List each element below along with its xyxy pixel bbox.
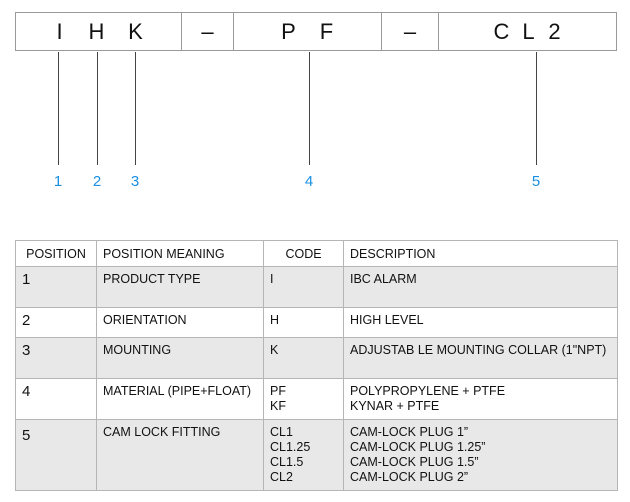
code-segment-ihk: I H K [16, 13, 182, 50]
code-letter-l: L [522, 18, 535, 44]
leader-line-1 [58, 52, 59, 165]
table-row: 2 ORIENTATION H HIGH LEVEL [15, 307, 618, 338]
code-value: CL1.25 [270, 440, 311, 454]
description-value: HIGH LEVEL [350, 313, 424, 327]
row-position: 3 [15, 337, 97, 379]
code-segment-pf: P F [234, 13, 382, 50]
row-position: 5 [15, 419, 97, 491]
leader-line-3 [135, 52, 136, 165]
row-position: 4 [15, 378, 97, 420]
table-row: 1 PRODUCT TYPE I IBC ALARM [15, 266, 618, 308]
description-value: CAM-LOCK PLUG 1.25” [350, 440, 486, 454]
code-value: CL2 [270, 470, 293, 484]
header-meaning: POSITION MEANING [96, 240, 264, 267]
table-row: 5 CAM LOCK FITTING CL1 CL1.25 CL1.5 CL2 … [15, 419, 618, 491]
code-letter-h: H [88, 18, 105, 44]
code-value: PF [270, 384, 286, 398]
code-value: CL1 [270, 425, 293, 439]
table-header-row: POSITION POSITION MEANING CODE DESCRIPTI… [15, 240, 618, 267]
callout-5: 5 [531, 173, 541, 190]
description-value: CAM-LOCK PLUG 2” [350, 470, 469, 484]
table-row: 3 MOUNTING K ADJUSTAB LE MOUNTING COLLAR… [15, 337, 618, 379]
code-letter-c: C [493, 18, 510, 44]
description-value: ADJUSTAB LE MOUNTING COLLAR (1"NPT) [350, 343, 607, 357]
header-code: CODE [263, 240, 344, 267]
header-position: POSITION [15, 240, 97, 267]
leader-line-2 [97, 52, 98, 165]
row-code: PF KF [263, 378, 344, 420]
description-value: KYNAR + PTFE [350, 399, 440, 413]
callout-4: 4 [304, 173, 314, 190]
description-value: IBC ALARM [350, 272, 417, 286]
row-description: HIGH LEVEL [343, 307, 618, 338]
code-value: H [270, 313, 280, 327]
row-description: IBC ALARM [343, 266, 618, 308]
row-code: CL1 CL1.25 CL1.5 CL2 [263, 419, 344, 491]
code-dash: – [201, 18, 214, 44]
row-meaning: ORIENTATION [96, 307, 264, 338]
model-code-bar: I H K – P F – C L 2 [15, 12, 617, 51]
description-value: CAM-LOCK PLUG 1” [350, 425, 469, 439]
code-value: K [270, 343, 279, 357]
row-code: I [263, 266, 344, 308]
code-value: KF [270, 399, 286, 413]
description-value: POLYPROPYLENE + PTFE [350, 384, 506, 398]
callout-3: 3 [130, 173, 140, 190]
leader-line-5 [536, 52, 537, 165]
row-meaning: PRODUCT TYPE [96, 266, 264, 308]
leader-line-4 [309, 52, 310, 165]
code-letter-p: P [281, 18, 296, 44]
callout-2: 2 [92, 173, 102, 190]
table-row: 4 MATERIAL (PIPE+FLOAT) PF KF POLYPROPYL… [15, 378, 618, 420]
code-dash: – [403, 18, 417, 44]
code-segment-cl2: C L 2 [439, 13, 616, 50]
row-code: H [263, 307, 344, 338]
header-description: DESCRIPTION [343, 240, 618, 267]
code-separator: – [382, 13, 439, 50]
code-letter-i: I [56, 18, 63, 44]
code-letter-2: 2 [548, 18, 561, 44]
code-value: CL1.5 [270, 455, 304, 469]
code-letter-k: K [128, 18, 143, 44]
row-description: ADJUSTAB LE MOUNTING COLLAR (1"NPT) [343, 337, 618, 379]
row-position: 2 [15, 307, 97, 338]
row-meaning: MOUNTING [96, 337, 264, 379]
code-separator: – [182, 13, 234, 50]
row-description: CAM-LOCK PLUG 1” CAM-LOCK PLUG 1.25” CAM… [343, 419, 618, 491]
row-meaning: CAM LOCK FITTING [96, 419, 264, 491]
row-position: 1 [15, 266, 97, 308]
code-value: I [270, 272, 274, 286]
row-meaning: MATERIAL (PIPE+FLOAT) [96, 378, 264, 420]
callout-1: 1 [53, 173, 63, 190]
row-code: K [263, 337, 344, 379]
model-code-table: POSITION POSITION MEANING CODE DESCRIPTI… [15, 240, 618, 491]
code-letter-f: F [319, 18, 334, 44]
description-value: CAM-LOCK PLUG 1.5” [350, 455, 479, 469]
row-description: POLYPROPYLENE + PTFE KYNAR + PTFE [343, 378, 618, 420]
